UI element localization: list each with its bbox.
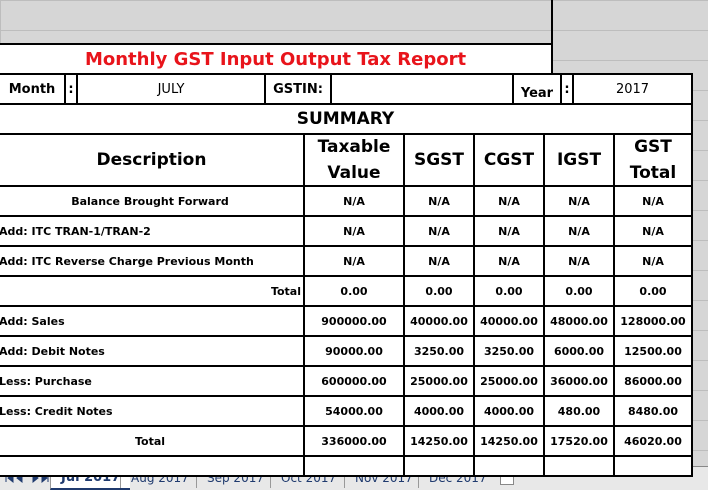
cell-value: 480.00 xyxy=(543,395,615,427)
cell-value: 86000.00 xyxy=(613,365,693,397)
row-label: Balance Brought Forward xyxy=(0,185,305,217)
cell-value: N/A xyxy=(473,245,545,277)
year-label: Year xyxy=(512,73,562,105)
cell-value: N/A xyxy=(303,215,405,247)
column-header: GST Total xyxy=(613,133,693,187)
cell-value: 40000.00 xyxy=(473,305,545,337)
cell-value: 36000.00 xyxy=(543,365,615,397)
cell-value: 40000.00 xyxy=(403,305,475,337)
empty-cell xyxy=(0,455,305,477)
column-header: IGST xyxy=(543,133,615,187)
tab-nav[interactable] xyxy=(0,467,50,489)
column-header: Taxable Value xyxy=(303,133,405,187)
gstin-value xyxy=(330,73,514,105)
cell-value: 3250.00 xyxy=(473,335,545,367)
cell-value: 128000.00 xyxy=(613,305,693,337)
cell-value: N/A xyxy=(403,185,475,217)
row-label: Add: ITC Reverse Charge Previous Month xyxy=(0,245,305,277)
cell-value: 0.00 xyxy=(543,275,615,307)
cell-value: N/A xyxy=(403,245,475,277)
cell-value: N/A xyxy=(303,185,405,217)
month-value: JULY xyxy=(76,73,266,105)
cell-value: N/A xyxy=(543,185,615,217)
cell-value: 3250.00 xyxy=(403,335,475,367)
border xyxy=(551,0,553,75)
cell-value: 17520.00 xyxy=(543,425,615,457)
cell-value: 336000.00 xyxy=(303,425,405,457)
cell-value: N/A xyxy=(613,215,693,247)
row-label: Less: Credit Notes xyxy=(0,395,305,427)
year-value: 2017 xyxy=(572,73,693,105)
cell-value: 0.00 xyxy=(303,275,405,307)
row-label: Total xyxy=(0,425,305,457)
cell-value: 25000.00 xyxy=(403,365,475,397)
column-header: CGST xyxy=(473,133,545,187)
cell-value: 0.00 xyxy=(403,275,475,307)
empty-cell xyxy=(613,455,693,477)
cell-value: 600000.00 xyxy=(303,365,405,397)
report-title: Monthly GST Input Output Tax Report xyxy=(0,43,553,75)
column-header: SGST xyxy=(403,133,475,187)
cell-value: N/A xyxy=(543,215,615,247)
row-label: Less: Purchase xyxy=(0,365,305,397)
cell-value: 6000.00 xyxy=(543,335,615,367)
row-label: Add: Debit Notes xyxy=(0,335,305,367)
cell-value: 25000.00 xyxy=(473,365,545,397)
cell-value: N/A xyxy=(613,185,693,217)
cell-value: 46020.00 xyxy=(613,425,693,457)
month-label: Month xyxy=(0,73,66,105)
empty-cell xyxy=(303,455,405,477)
cell-value: 14250.00 xyxy=(403,425,475,457)
cell-value: N/A xyxy=(613,245,693,277)
cell-value: 12500.00 xyxy=(613,335,693,367)
column-header: Description xyxy=(0,133,305,187)
cell-value: 90000.00 xyxy=(303,335,405,367)
cell-value: N/A xyxy=(403,215,475,247)
cell-value: 900000.00 xyxy=(303,305,405,337)
empty-cell xyxy=(543,455,615,477)
cell-value: N/A xyxy=(543,245,615,277)
cell-value: 8480.00 xyxy=(613,395,693,427)
row-label: Add: Sales xyxy=(0,305,305,337)
cell-value: N/A xyxy=(303,245,405,277)
cell-value: 0.00 xyxy=(473,275,545,307)
cell-value: N/A xyxy=(473,185,545,217)
cell-value: 48000.00 xyxy=(543,305,615,337)
row-label: Add: ITC TRAN-1/TRAN-2 xyxy=(0,215,305,247)
gstin-label: GSTIN: xyxy=(264,73,332,105)
cell-value: 0.00 xyxy=(613,275,693,307)
cell-value: 54000.00 xyxy=(303,395,405,427)
cell-value: 4000.00 xyxy=(473,395,545,427)
cell-value: 4000.00 xyxy=(403,395,475,427)
empty-cell xyxy=(403,455,475,477)
cell-value: 14250.00 xyxy=(473,425,545,457)
summary-title: SUMMARY xyxy=(0,103,693,135)
row-label: Total xyxy=(0,275,305,307)
empty-cell xyxy=(473,455,545,477)
cell-value: N/A xyxy=(473,215,545,247)
